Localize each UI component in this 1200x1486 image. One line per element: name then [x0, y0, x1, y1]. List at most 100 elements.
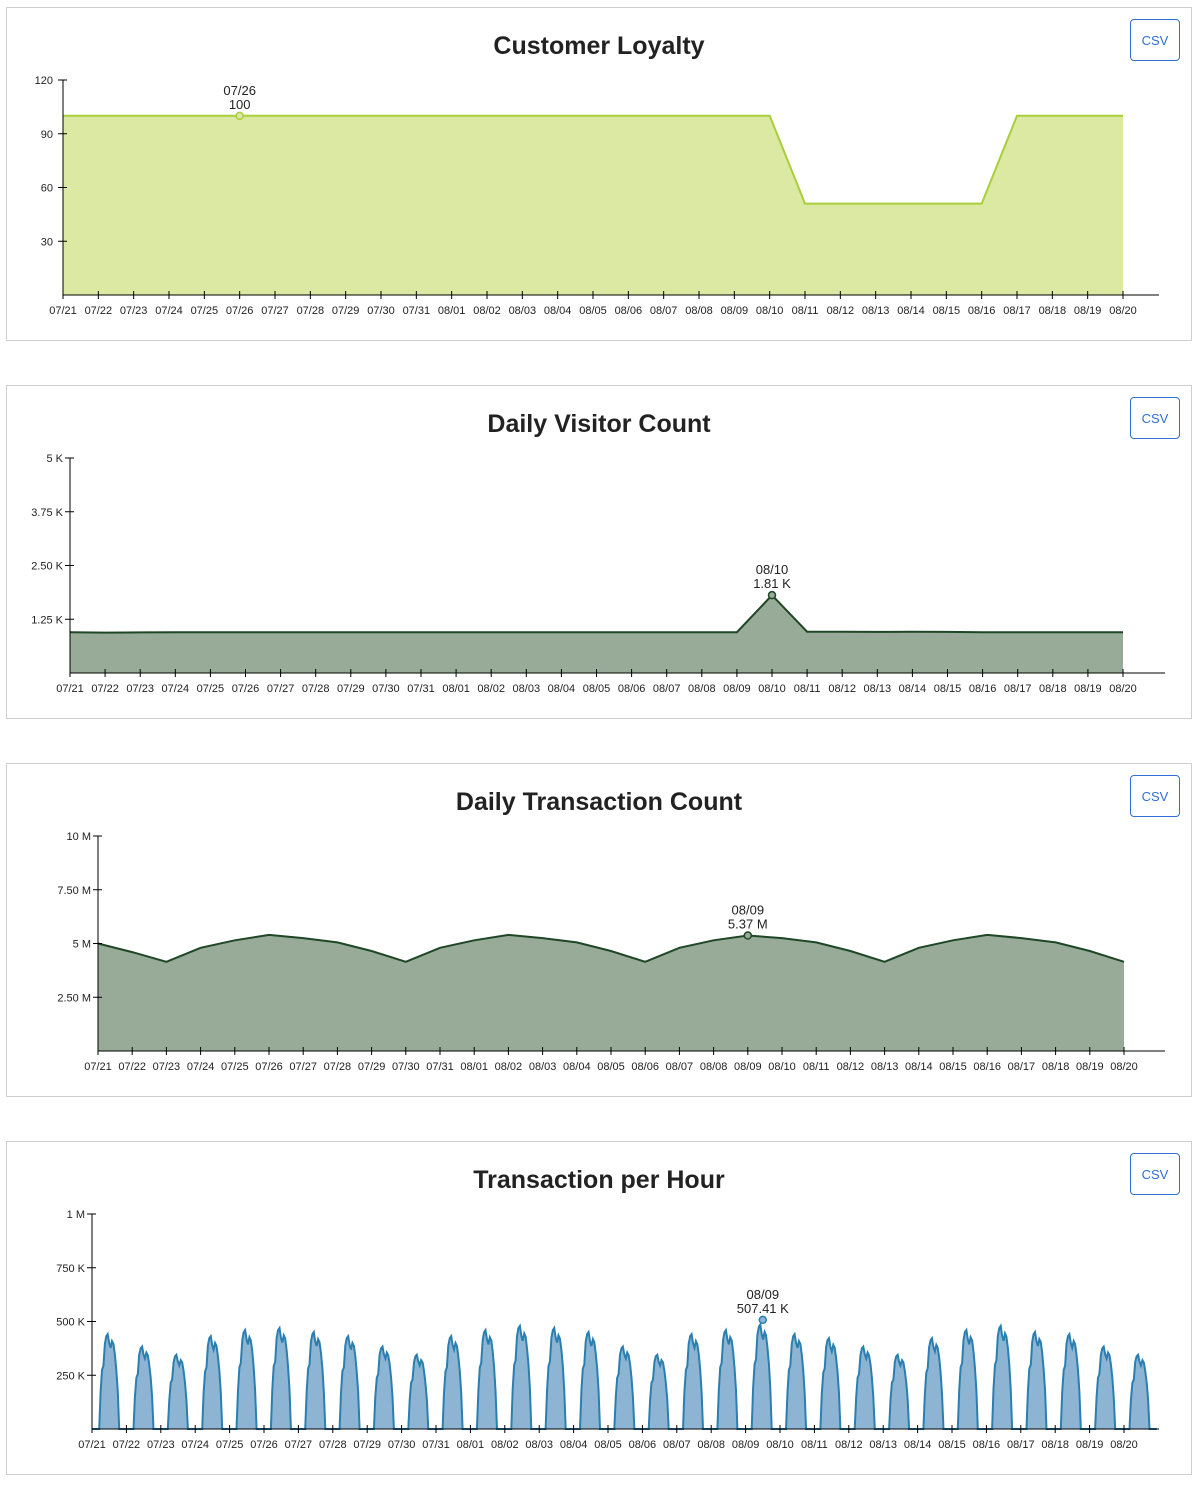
x-tick-label: 07/29: [353, 1439, 381, 1451]
x-tick-label: 08/10: [758, 683, 786, 695]
csv-download-button[interactable]: CSV: [1130, 1153, 1180, 1195]
x-tick-label: 08/14: [905, 1061, 933, 1073]
x-tick-label: 08/06: [629, 1439, 657, 1451]
chart-card-customer-loyalty: Customer Loyalty CSV 30 60 90 120 07/21 07/22…: [6, 7, 1192, 341]
x-tick-label: 07/23: [153, 1061, 181, 1073]
x-tick-label: 08/18: [1039, 683, 1067, 695]
x-tick-label: 07/25: [197, 683, 225, 695]
x-tick-label: 07/29: [337, 683, 365, 695]
x-tick-label: 08/04: [560, 1439, 588, 1451]
x-tick-label: 07/24: [181, 1439, 209, 1451]
x-tick-label: 08/10: [766, 1439, 794, 1451]
x-tick-label: 08/06: [615, 305, 643, 317]
y-tick-label: 7.50 M: [57, 885, 91, 897]
chart-card-daily-visitor-count: Daily Visitor Count CSV 1.25 K 2.50 K 3.75…: [6, 385, 1192, 719]
x-tick-label: 07/27: [289, 1061, 317, 1073]
x-tick-label: 08/08: [688, 683, 716, 695]
x-tick-label: 08/17: [1004, 683, 1032, 695]
x-tick-label: 08/01: [460, 1061, 488, 1073]
x-tick-label: 07/27: [261, 305, 289, 317]
x-tick-label: 07/31: [422, 1439, 450, 1451]
x-tick-label: 08/04: [548, 683, 576, 695]
x-tick-label: 08/04: [544, 305, 572, 317]
chart-title: Transaction per Hour: [473, 1166, 725, 1194]
y-tick-label: 750 K: [56, 1263, 85, 1275]
x-tick-label: 08/15: [933, 305, 961, 317]
highlight-point: [743, 931, 753, 940]
x-tick-label: 07/28: [297, 305, 325, 317]
x-tick-label: 08/01: [442, 683, 470, 695]
x-tick-label: 07/27: [267, 683, 295, 695]
x-tick-label: 07/27: [285, 1439, 313, 1451]
x-tick-label: 07/22: [85, 305, 113, 317]
x-tick-label: 07/28: [302, 683, 330, 695]
series-area: [70, 595, 1123, 673]
x-tick-label: 08/09: [734, 1061, 762, 1073]
x-tick-label: 07/31: [403, 305, 431, 317]
x-tick-label: 08/20: [1110, 1061, 1138, 1073]
x-tick-label: 08/19: [1074, 683, 1102, 695]
chart-title: Customer Loyalty: [493, 32, 705, 60]
highlight-value-label: 507.41 K: [737, 1301, 789, 1316]
x-tick-label: 08/14: [899, 683, 927, 695]
x-tick-label: 08/12: [837, 1061, 865, 1073]
highlight-date-label: 08/10: [756, 562, 789, 577]
x-tick-label: 08/08: [697, 1439, 725, 1451]
csv-download-button[interactable]: CSV: [1130, 397, 1180, 439]
x-tick-label: 08/11: [803, 1061, 830, 1073]
series-line: [69, 593, 1123, 634]
x-tick-label: 07/21: [78, 1439, 106, 1451]
x-tick-label: 08/18: [1042, 1061, 1070, 1073]
x-tick-label: 08/18: [1039, 305, 1067, 317]
x-tick-label: 08/11: [794, 683, 821, 695]
x-tick-label: 08/06: [618, 683, 646, 695]
highlight-point: [767, 590, 777, 600]
x-tick-label: 08/03: [509, 305, 537, 317]
x-tick-label: 07/30: [372, 683, 400, 695]
x-tick-label: 08/01: [457, 1439, 485, 1451]
x-tick-label: 08/14: [897, 305, 925, 317]
x-tick-label: 08/11: [792, 305, 819, 317]
x-tick-label: 08/20: [1109, 305, 1137, 317]
x-tick-label: 08/07: [666, 1061, 694, 1073]
x-tick-label: 08/13: [862, 305, 890, 317]
x-tick-label: 08/09: [723, 683, 751, 695]
x-tick-label: 08/16: [973, 1061, 1001, 1073]
x-tick-label: 08/07: [650, 305, 678, 317]
x-tick-label: 07/21: [49, 305, 77, 317]
highlight-value-label: 100: [229, 97, 251, 112]
csv-download-button[interactable]: CSV: [1130, 19, 1180, 61]
x-tick-label: 07/25: [191, 305, 219, 317]
x-tick-label: 08/16: [968, 305, 996, 317]
x-tick-label: 08/11: [801, 1439, 828, 1451]
csv-download-button[interactable]: CSV: [1130, 775, 1180, 817]
x-tick-label: 08/01: [438, 305, 466, 317]
x-tick-label: 08/08: [700, 1061, 728, 1073]
y-tick-label: 60: [41, 183, 53, 195]
x-tick-label: 07/21: [84, 1061, 112, 1073]
x-tick-label: 08/05: [583, 683, 611, 695]
chart-title: Daily Visitor Count: [487, 410, 711, 438]
x-tick-label: 08/20: [1109, 683, 1137, 695]
x-tick-label: 07/23: [120, 305, 148, 317]
x-tick-label: 08/02: [477, 683, 505, 695]
x-tick-label: 07/22: [113, 1439, 141, 1451]
x-tick-label: 08/07: [653, 683, 681, 695]
x-tick-label: 07/25: [216, 1439, 244, 1451]
x-tick-label: 08/02: [491, 1439, 519, 1451]
x-tick-label: 08/12: [828, 683, 856, 695]
x-tick-label: 08/08: [685, 305, 713, 317]
x-tick-label: 08/15: [938, 1439, 966, 1451]
series-line: [97, 933, 1125, 963]
transaction-per-hour-chart: 250 K 500 K 750 K 1 M 07/21 07/22 07/23 07/24 07…: [56, 1209, 1159, 1451]
x-tick-label: 07/22: [91, 683, 119, 695]
x-tick-label: 08/19: [1076, 1439, 1104, 1451]
x-tick-label: 08/03: [513, 683, 541, 695]
x-tick-label: 08/03: [529, 1061, 557, 1073]
x-tick-label: 08/12: [835, 1439, 863, 1451]
daily-visitor-count-chart: 1.25 K 2.50 K 3.75 K 5 K 07/21 07/22 07/23 07/2…: [31, 453, 1165, 695]
x-tick-label: 08/13: [864, 683, 892, 695]
x-tick-label: 08/02: [473, 305, 501, 317]
highlight-point: [758, 1315, 768, 1325]
x-tick-label: 07/22: [118, 1061, 146, 1073]
